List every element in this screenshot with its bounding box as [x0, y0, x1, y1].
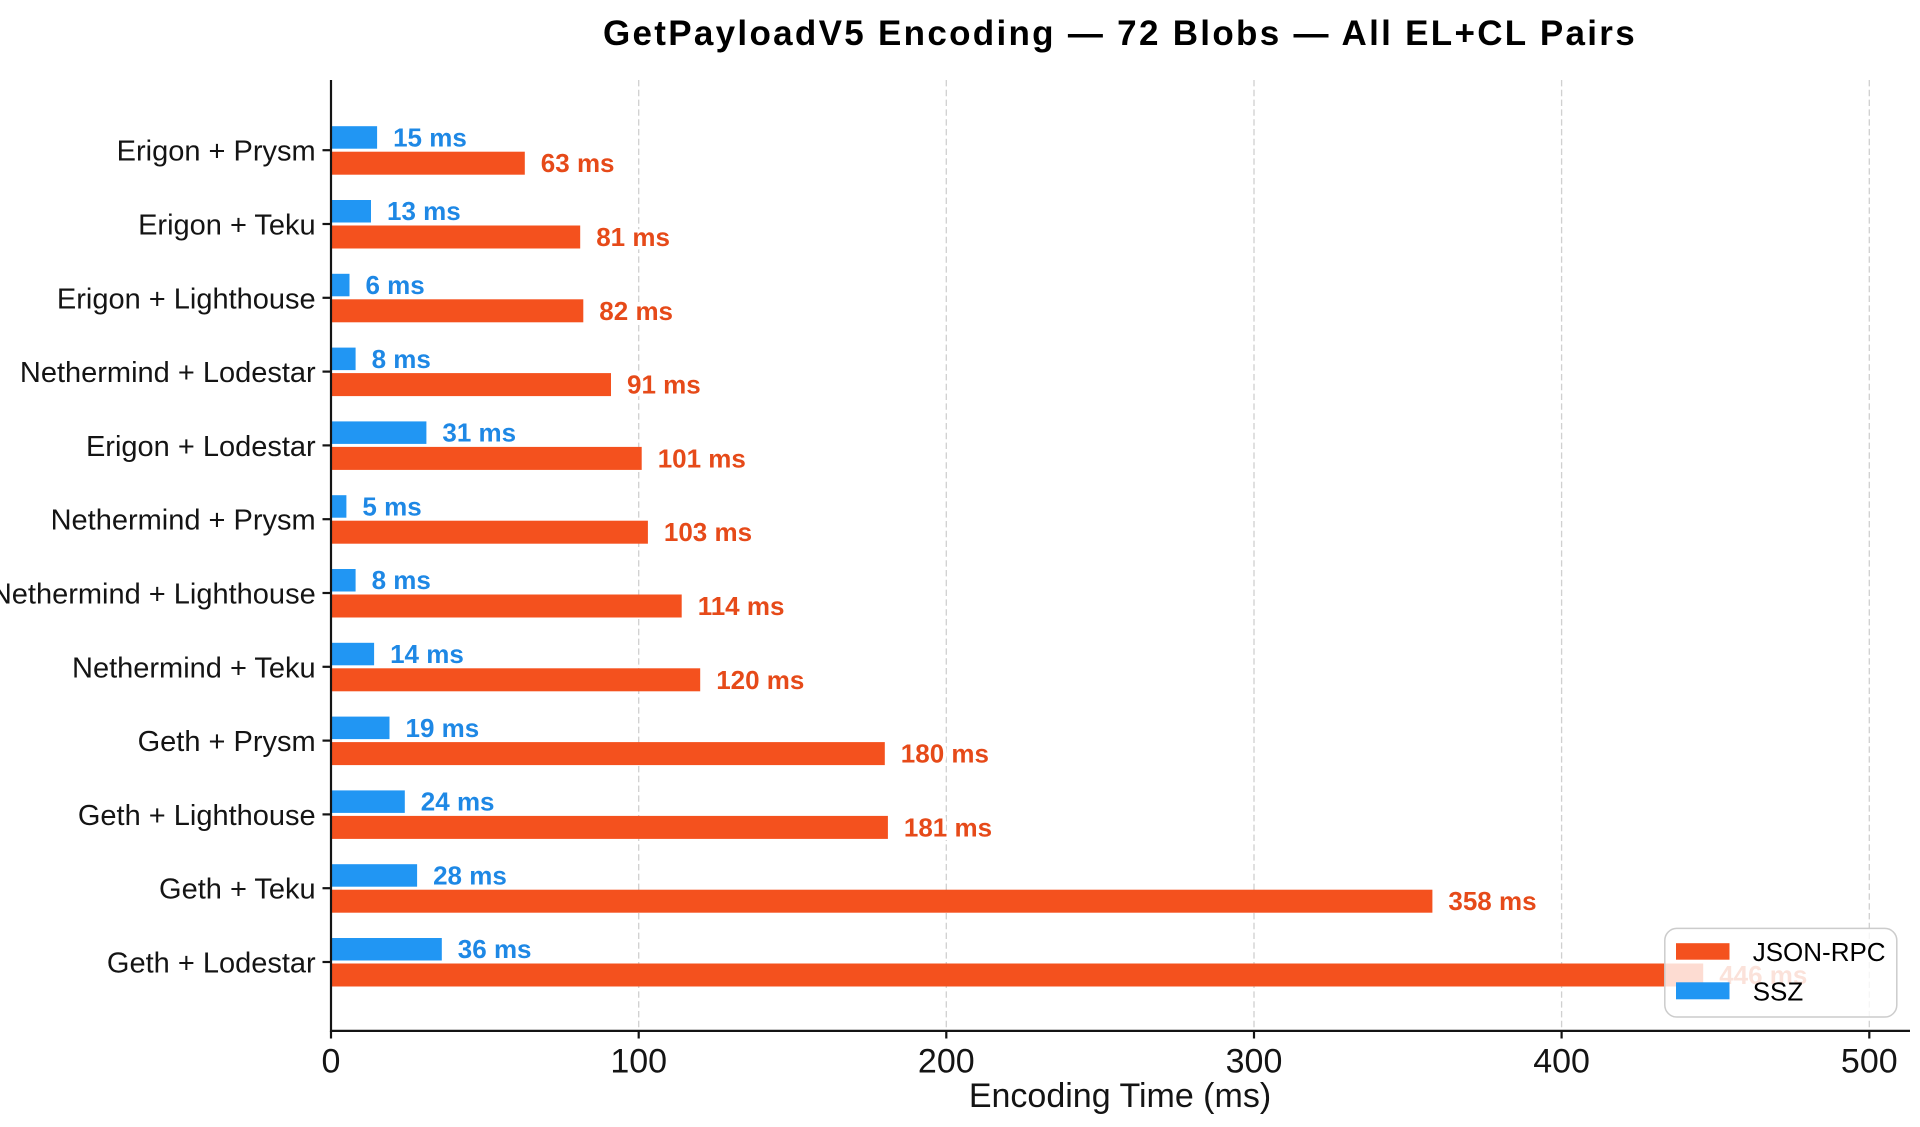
svg-text:5 ms: 5 ms	[362, 492, 421, 522]
svg-text:0: 0	[322, 1043, 341, 1081]
svg-text:31 ms: 31 ms	[442, 418, 516, 448]
svg-text:JSON-RPC: JSON-RPC	[1753, 937, 1886, 967]
svg-text:358 ms: 358 ms	[1448, 886, 1536, 916]
svg-text:120 ms: 120 ms	[716, 665, 804, 695]
svg-text:8 ms: 8 ms	[372, 565, 431, 595]
svg-text:19 ms: 19 ms	[406, 713, 480, 743]
svg-text:400: 400	[1533, 1043, 1590, 1081]
svg-text:Geth + Lighthouse: Geth + Lighthouse	[78, 800, 316, 832]
svg-text:180 ms: 180 ms	[901, 739, 989, 769]
svg-text:Nethermind + Teku: Nethermind + Teku	[72, 652, 316, 684]
svg-text:181 ms: 181 ms	[904, 812, 992, 842]
svg-text:Nethermind + Prysm: Nethermind + Prysm	[51, 505, 316, 537]
svg-text:81 ms: 81 ms	[596, 222, 670, 252]
svg-text:91 ms: 91 ms	[627, 370, 701, 400]
svg-text:Geth + Prysm: Geth + Prysm	[138, 726, 316, 758]
svg-text:13 ms: 13 ms	[387, 196, 461, 226]
svg-text:Erigon + Teku: Erigon + Teku	[138, 210, 316, 242]
svg-text:8 ms: 8 ms	[372, 344, 431, 374]
svg-text:6 ms: 6 ms	[366, 270, 425, 300]
svg-text:Nethermind + Lodestar: Nethermind + Lodestar	[20, 357, 316, 389]
svg-text:101 ms: 101 ms	[658, 443, 746, 473]
svg-text:Erigon + Lighthouse: Erigon + Lighthouse	[57, 283, 316, 315]
svg-text:Erigon + Lodestar: Erigon + Lodestar	[86, 431, 316, 463]
svg-text:103 ms: 103 ms	[664, 517, 752, 547]
svg-text:500: 500	[1841, 1043, 1898, 1081]
svg-text:114 ms: 114 ms	[698, 591, 785, 621]
svg-text:Encoding Time (ms): Encoding Time (ms)	[969, 1077, 1271, 1115]
svg-text:Nethermind + Lighthouse: Nethermind + Lighthouse	[0, 579, 316, 611]
svg-text:200: 200	[918, 1043, 975, 1081]
svg-text:300: 300	[1226, 1043, 1283, 1081]
svg-text:100: 100	[610, 1043, 667, 1081]
svg-text:Erigon + Prysm: Erigon + Prysm	[117, 136, 316, 168]
svg-text:GetPayloadV5 Encoding — 72 Blo: GetPayloadV5 Encoding — 72 Blobs — All E…	[603, 14, 1637, 53]
svg-text:Geth + Lodestar: Geth + Lodestar	[107, 948, 316, 980]
svg-text:63 ms: 63 ms	[541, 148, 615, 178]
svg-text:15 ms: 15 ms	[393, 122, 467, 152]
svg-text:14 ms: 14 ms	[390, 639, 464, 669]
svg-text:36 ms: 36 ms	[458, 934, 532, 964]
svg-text:SSZ: SSZ	[1753, 977, 1804, 1007]
svg-text:Geth + Teku: Geth + Teku	[159, 874, 316, 906]
svg-text:82 ms: 82 ms	[599, 296, 673, 326]
svg-text:28 ms: 28 ms	[433, 861, 507, 891]
svg-text:24 ms: 24 ms	[421, 787, 495, 817]
